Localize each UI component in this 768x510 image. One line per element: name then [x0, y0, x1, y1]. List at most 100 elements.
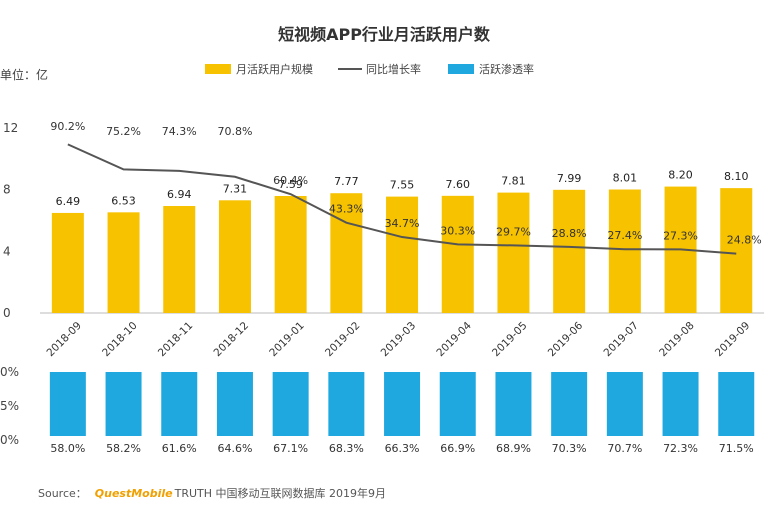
legend-swatch-penetration — [448, 64, 474, 74]
penetration-bar — [606, 372, 643, 436]
mau-bar — [274, 195, 307, 313]
growth-rate-label: 74.3% — [162, 125, 197, 138]
growth-rate-label: 34.7% — [385, 217, 420, 230]
growth-rate-label: 30.3% — [440, 224, 475, 237]
mau-bar — [107, 212, 140, 313]
mau-bar — [553, 189, 586, 313]
penetration-bar — [105, 372, 142, 436]
mau-value-label: 8.01 — [613, 172, 638, 185]
growth-rate-label: 28.8% — [552, 227, 587, 240]
mau-bar — [51, 212, 84, 313]
growth-rate-line — [67, 143, 737, 255]
growth-rate-label: 29.7% — [496, 225, 531, 238]
x-tick-label: 2019-08 — [657, 320, 697, 360]
x-tick-label: 2019-03 — [379, 320, 419, 360]
mau-value-label: 7.99 — [557, 172, 582, 185]
x-tick-label: 2019-06 — [546, 319, 586, 359]
mau-value-label: 6.94 — [167, 188, 192, 201]
penetration-value-label: 68.3% — [329, 442, 364, 455]
legend-swatch-mau — [205, 64, 231, 74]
penetration-chart: 0% 5% 0% 58.0% 58.2% 61.6% 64.6% 67.1% 68.3% 66.3… — [0, 365, 755, 455]
mau-bar — [218, 200, 251, 313]
x-tick-label: 2019-01 — [267, 320, 307, 360]
y-axis-unit: 单位：亿 — [0, 67, 48, 82]
y-tick-label: 8 — [3, 183, 11, 197]
mau-value-label: 7.81 — [501, 175, 526, 188]
growth-rate-label: 27.4% — [607, 229, 642, 242]
source-prefix: Source： — [38, 487, 87, 500]
penetration-bar — [384, 372, 421, 436]
mau-value-label: 6.49 — [56, 195, 81, 208]
y-tick-label: 12 — [3, 121, 18, 135]
chart-title: 短视频APP行业月活跃用户数 — [278, 25, 491, 44]
penetration-bar — [328, 372, 365, 436]
penetration-value-label: 67.1% — [273, 442, 308, 455]
legend-label-penetration: 活跃渗透率 — [479, 62, 534, 76]
mau-bar — [720, 188, 753, 313]
mau-value-label: 6.53 — [111, 194, 136, 207]
mau-bar — [163, 206, 196, 313]
penetration-bar — [551, 372, 588, 436]
mau-value-label: 7.31 — [223, 182, 248, 195]
penetration-bar — [161, 372, 198, 436]
x-tick-label: 2018-12 — [212, 320, 252, 360]
penetration-value-label: 71.5% — [719, 442, 754, 455]
penetration-bar — [495, 372, 532, 436]
x-tick-label: 2019-05 — [490, 320, 530, 360]
growth-rate-label: 24.8% — [727, 234, 762, 247]
penetration-value-label: 66.9% — [440, 442, 475, 455]
growth-rate-label: 60.4% — [273, 174, 308, 187]
penetration-value-label: 61.6% — [162, 442, 197, 455]
x-tick-label: 2018-11 — [156, 320, 196, 360]
penetration-y-tick-label: 0% — [0, 433, 19, 447]
mau-chart: 0 4 8 12 6.49 6.53 6.94 7.31 7.59 7.77 7.55 7.60 7.8… — [3, 120, 765, 360]
mau-value-label: 7.60 — [446, 178, 471, 191]
penetration-bar — [272, 372, 309, 436]
penetration-y-tick-label: 0% — [0, 365, 19, 379]
growth-rate-label: 75.2% — [106, 125, 141, 138]
source-rest: TRUTH 中国移动互联网数据库 2019年9月 — [174, 486, 386, 500]
penetration-y-tick-label: 5% — [0, 399, 19, 413]
mau-bar — [441, 195, 474, 313]
penetration-value-label: 70.3% — [552, 442, 587, 455]
mau-value-label: 7.59 — [278, 178, 303, 191]
penetration-value-label: 72.3% — [663, 442, 698, 455]
legend-label-growth: 同比增长率 — [366, 62, 421, 76]
mau-value-label: 7.77 — [334, 175, 359, 188]
x-tick-label: 2019-04 — [434, 319, 474, 359]
source-brand: QuestMobile — [95, 487, 173, 500]
source-note: Source： QuestMobile TRUTH 中国移动互联网数据库 2019年… — [38, 486, 386, 500]
mau-bar — [386, 196, 419, 313]
penetration-value-label: 68.9% — [496, 442, 531, 455]
penetration-bar — [662, 372, 699, 436]
penetration-bar — [49, 372, 86, 436]
x-tick-label: 2018-10 — [100, 320, 140, 360]
mau-value-label: 8.20 — [668, 169, 693, 182]
x-tick-label: 2018-09 — [44, 320, 84, 360]
legend: 月活跃用户规模 同比增长率 活跃渗透率 — [205, 62, 534, 76]
mau-bar — [330, 193, 363, 313]
penetration-bar — [718, 372, 755, 436]
penetration-bar — [439, 372, 476, 436]
growth-rate-label: 70.8% — [217, 125, 252, 138]
mau-value-label: 7.55 — [390, 179, 415, 192]
legend-label-mau: 月活跃用户规模 — [236, 62, 313, 76]
x-tick-label: 2019-02 — [323, 320, 363, 360]
penetration-value-label: 70.7% — [607, 442, 642, 455]
growth-rate-label: 90.2% — [50, 120, 85, 133]
penetration-value-label: 58.2% — [106, 442, 141, 455]
growth-rate-label: 27.3% — [663, 229, 698, 242]
x-tick-label: 2019-07 — [601, 320, 641, 360]
penetration-value-label: 66.3% — [385, 442, 420, 455]
penetration-value-label: 58.0% — [50, 442, 85, 455]
mau-value-label: 8.10 — [724, 170, 749, 183]
growth-rate-label: 43.3% — [329, 203, 364, 216]
x-tick-label: 2019-09 — [713, 320, 753, 360]
mau-bar — [608, 189, 641, 313]
penetration-value-label: 64.6% — [217, 442, 252, 455]
y-tick-label: 4 — [3, 244, 11, 258]
penetration-bar — [216, 372, 253, 436]
y-tick-label: 0 — [3, 306, 11, 320]
